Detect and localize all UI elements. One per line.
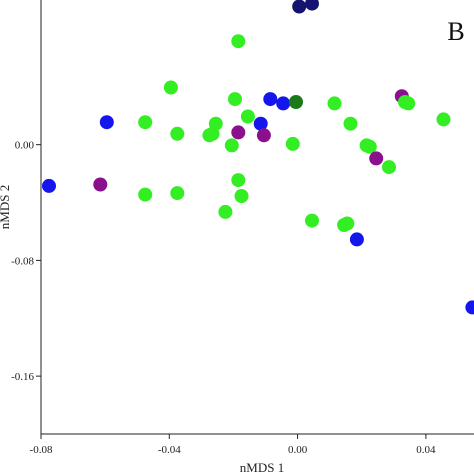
y-tick-label-1: -0.08 bbox=[11, 255, 34, 267]
data-point-11 bbox=[401, 96, 416, 111]
data-point-25 bbox=[285, 136, 300, 151]
data-point-4 bbox=[228, 92, 242, 107]
data-point-33 bbox=[170, 186, 185, 201]
points-layer bbox=[42, 0, 474, 315]
data-point-29 bbox=[382, 160, 396, 175]
data-point-13 bbox=[99, 115, 114, 130]
y-axis-title: nMDS 2 bbox=[0, 185, 12, 229]
x-ticks: -0.08 -0.04 0.00 0.04 bbox=[30, 434, 436, 456]
x-axis-title: nMDS 1 bbox=[240, 460, 284, 474]
data-point-2 bbox=[231, 34, 246, 49]
x-tick-label-3: 0.04 bbox=[416, 444, 436, 456]
panel-label: B bbox=[447, 17, 464, 46]
data-point-12 bbox=[436, 112, 451, 127]
data-point-23 bbox=[256, 128, 271, 143]
data-point-32 bbox=[138, 187, 153, 202]
y-tick-label-2: -0.16 bbox=[11, 371, 34, 383]
data-point-21 bbox=[170, 126, 185, 141]
data-point-27 bbox=[362, 139, 377, 154]
data-point-5 bbox=[263, 92, 278, 107]
data-point-18 bbox=[343, 116, 358, 131]
data-point-30 bbox=[42, 178, 56, 193]
data-point-28 bbox=[369, 151, 384, 166]
x-tick-label-1: -0.04 bbox=[158, 444, 181, 456]
data-point-37 bbox=[305, 213, 319, 228]
data-point-3 bbox=[163, 80, 178, 95]
data-point-35 bbox=[234, 189, 249, 203]
data-point-6 bbox=[276, 96, 291, 111]
x-tick-label-0: -0.08 bbox=[30, 444, 53, 456]
data-point-7 bbox=[289, 95, 303, 109]
data-point-16 bbox=[240, 109, 255, 124]
data-point-40 bbox=[349, 232, 364, 247]
data-point-1 bbox=[305, 0, 319, 11]
data-point-41 bbox=[465, 300, 474, 315]
y-ticks: 0.00 -0.08 -0.16 bbox=[11, 140, 41, 383]
x-tick-label-2: 0.00 bbox=[288, 444, 308, 456]
data-point-0 bbox=[292, 0, 307, 14]
data-point-31 bbox=[93, 177, 108, 192]
data-point-24 bbox=[224, 138, 239, 153]
data-point-22 bbox=[231, 125, 246, 140]
data-point-20 bbox=[202, 128, 217, 143]
data-point-17 bbox=[253, 116, 268, 131]
data-point-14 bbox=[138, 115, 153, 130]
data-point-34 bbox=[231, 173, 246, 188]
y-tick-label-0: 0.00 bbox=[15, 140, 35, 152]
data-point-8 bbox=[327, 96, 342, 111]
data-point-39 bbox=[340, 216, 355, 231]
data-point-36 bbox=[218, 204, 233, 219]
